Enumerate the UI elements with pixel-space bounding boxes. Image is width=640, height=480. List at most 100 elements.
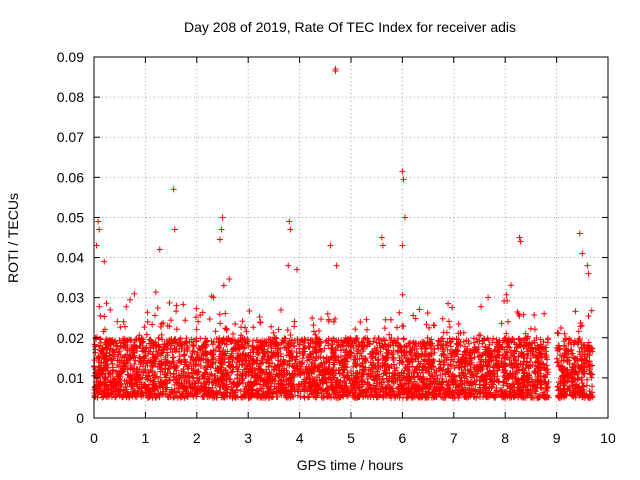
data-point (173, 326, 180, 333)
data-point (287, 331, 294, 338)
x-tick-label: 3 (244, 430, 252, 446)
data-point (239, 361, 246, 368)
data-point (423, 321, 430, 328)
data-point (357, 319, 364, 326)
data-point (445, 300, 452, 307)
data-point (250, 324, 257, 331)
data-point (306, 344, 313, 351)
data-point (181, 357, 188, 364)
data-point (158, 331, 165, 338)
data-point (230, 331, 237, 338)
data-point (97, 312, 104, 319)
data-point (131, 290, 138, 297)
data-point (561, 330, 568, 337)
data-point (363, 316, 370, 323)
data-point (574, 341, 581, 348)
data-point (143, 331, 150, 338)
data-point (187, 353, 194, 360)
data-point (275, 326, 282, 333)
data-point (195, 318, 202, 325)
y-tick-label: 0.07 (57, 129, 84, 145)
data-point (470, 339, 477, 346)
data-point (543, 362, 550, 369)
data-point (373, 339, 380, 346)
data-point (531, 312, 538, 319)
data-point (170, 186, 177, 193)
data-point (156, 246, 163, 253)
data-point (286, 218, 293, 225)
data-point (545, 378, 552, 385)
data-point (246, 308, 253, 315)
data-point (264, 383, 271, 390)
data-point (393, 324, 400, 331)
y-tick-label: 0.01 (57, 370, 84, 386)
data-point (285, 262, 292, 269)
data-point (152, 348, 159, 355)
data-point (107, 306, 114, 313)
data-point (433, 369, 440, 376)
x-tick-label: 8 (501, 430, 509, 446)
y-tick-label: 0.08 (57, 89, 84, 105)
data-point (114, 318, 121, 325)
y-tick-label: 0.04 (57, 250, 84, 266)
data-point (182, 317, 189, 324)
data-point (268, 323, 275, 330)
data-point (453, 362, 460, 369)
data-point (410, 312, 417, 319)
data-point (481, 336, 488, 343)
data-point (585, 313, 592, 320)
data-point (424, 309, 431, 316)
data-point (557, 325, 564, 332)
data-point (520, 311, 527, 318)
data-point (173, 308, 180, 315)
x-tick-label: 0 (90, 430, 98, 446)
x-tick-label: 4 (296, 430, 304, 446)
y-axis-label: ROTI / TECUs (5, 193, 21, 283)
data-point (446, 324, 453, 331)
data-point (399, 242, 406, 249)
data-point (157, 323, 164, 330)
data-point (401, 214, 408, 221)
data-point (296, 341, 303, 348)
data-point (294, 266, 301, 273)
data-point (286, 357, 293, 364)
y-tick-label: 0 (76, 410, 84, 426)
data-point (527, 325, 534, 332)
y-tick-label: 0.06 (57, 169, 84, 185)
data-point (579, 250, 586, 257)
data-point (310, 328, 317, 335)
x-tick-label: 10 (600, 430, 616, 446)
data-point (123, 303, 130, 310)
data-point (363, 326, 370, 333)
data-point (308, 369, 315, 376)
data-point (576, 230, 583, 237)
data-point (485, 294, 492, 301)
data-point (159, 336, 166, 343)
data-point (257, 319, 264, 326)
x-tick-label: 7 (450, 430, 458, 446)
data-point (226, 275, 233, 282)
data-point (520, 343, 527, 350)
data-point (457, 329, 464, 336)
data-point (232, 320, 239, 327)
data-point (320, 355, 327, 362)
data-point (585, 270, 592, 277)
data-point (430, 322, 437, 329)
data-point (478, 303, 485, 310)
data-point (584, 262, 591, 269)
data-point (166, 299, 173, 306)
data-point (154, 304, 161, 311)
data-point (324, 310, 331, 317)
data-point (151, 312, 158, 319)
data-point (122, 323, 129, 330)
data-point (378, 234, 385, 241)
data-point (158, 320, 165, 327)
data-point (239, 318, 246, 325)
data-point (291, 318, 298, 325)
data-point (216, 236, 223, 243)
data-point (95, 218, 102, 225)
x-tick-label: 9 (553, 430, 561, 446)
data-point (297, 393, 304, 400)
data-point (101, 258, 108, 265)
